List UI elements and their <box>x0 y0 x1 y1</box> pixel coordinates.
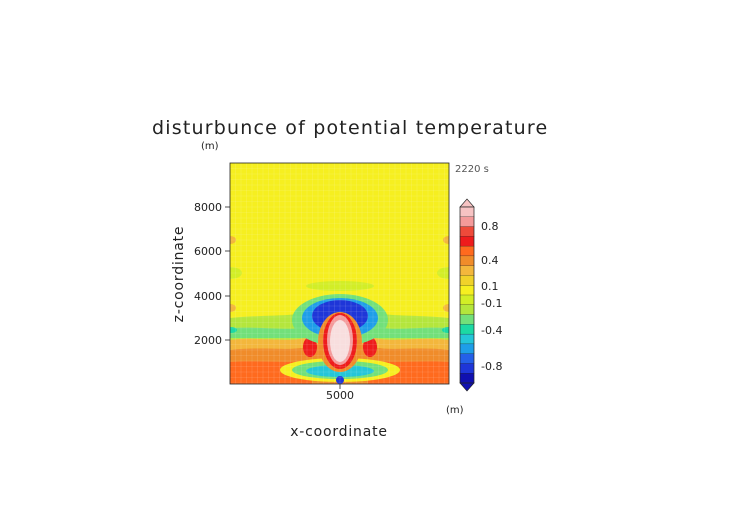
colorbar-swatch <box>459 226 475 237</box>
colorbar: 0.8 0.4 0.1 -0.1 -0.4 -0.8 <box>459 198 502 392</box>
edge-band-left <box>230 267 242 279</box>
colorbar-swatch <box>459 373 475 384</box>
y-tick-8000: 8000 <box>194 201 230 214</box>
colorbar-label-0.4: 0.4 <box>481 254 499 267</box>
colorbar-swatch <box>459 343 475 355</box>
colorbar-swatch <box>459 333 475 345</box>
teal-band-left <box>230 326 310 338</box>
edge-warm-right-2 <box>443 304 449 312</box>
colorbar-swatch <box>459 255 475 267</box>
colorbar-swatch <box>459 314 475 325</box>
x-axis: 5000 <box>326 384 354 402</box>
edge-warm-left-2 <box>230 304 236 312</box>
colorbar-bottom-arrow <box>459 382 475 392</box>
teal-spot-right <box>442 327 449 333</box>
colorbar-swatch <box>459 236 475 247</box>
colorbar-swatches <box>459 206 475 384</box>
colorbar-label--0.4: -0.4 <box>481 324 502 337</box>
x-tick-label-5000: 5000 <box>326 389 354 402</box>
colorbar-swatch <box>459 275 475 286</box>
teal-band-right <box>372 326 449 338</box>
y-tick-label-6000: 6000 <box>194 245 222 258</box>
colorbar-swatch <box>459 294 475 306</box>
edge-warm-right <box>443 236 449 244</box>
colorbar-label-0.8: 0.8 <box>481 220 499 233</box>
edge-warm-left <box>230 236 236 244</box>
colorbar-swatch <box>459 216 475 228</box>
colorbar-swatch <box>459 285 475 296</box>
y-tick-label-2000: 2000 <box>194 334 222 347</box>
colorbar-swatch <box>459 245 475 257</box>
chart-title: disturbunce of potential temperature <box>152 117 548 139</box>
heatmap-field <box>230 163 449 384</box>
colorbar-frame <box>459 206 475 384</box>
colorbar-swatch <box>459 353 475 364</box>
y-tick-4000: 4000 <box>194 290 230 303</box>
colorbar-swatch <box>459 304 475 316</box>
core-center <box>330 320 350 362</box>
colorbar-label-0.1: 0.1 <box>481 280 499 293</box>
y-tick-label-8000: 8000 <box>194 201 222 214</box>
colorbar-swatch <box>459 265 475 276</box>
y-axis-title: z-coordinate <box>171 226 187 323</box>
cool-band-aloft <box>306 281 374 291</box>
teal-spot-left <box>230 327 237 333</box>
x-unit-label: (m) <box>446 405 464 416</box>
x-tick-5000: 5000 <box>326 384 354 402</box>
cold-pool-core <box>336 376 344 384</box>
edge-band-right <box>437 267 449 279</box>
warm-lobe-right <box>363 337 377 357</box>
time-label: 2220 s <box>455 164 489 175</box>
y-tick-label-4000: 4000 <box>194 290 222 303</box>
colorbar-swatch <box>459 206 475 218</box>
colorbar-label--0.1: -0.1 <box>481 297 502 310</box>
colorbar-swatch <box>459 324 475 335</box>
colorbar-label--0.8: -0.8 <box>481 360 502 373</box>
y-tick-2000: 2000 <box>194 334 230 347</box>
colorbar-swatch <box>459 363 475 374</box>
y-tick-6000: 6000 <box>194 245 230 258</box>
y-unit-label: (m) <box>201 141 219 152</box>
x-axis-title: x-coordinate <box>290 424 388 440</box>
grid-overlay <box>230 163 449 384</box>
colorbar-top-arrow <box>459 198 475 208</box>
y-axis: 2000 4000 6000 8000 <box>194 201 230 347</box>
plot-frame <box>229 162 450 385</box>
warm-lobe-left <box>303 337 317 357</box>
